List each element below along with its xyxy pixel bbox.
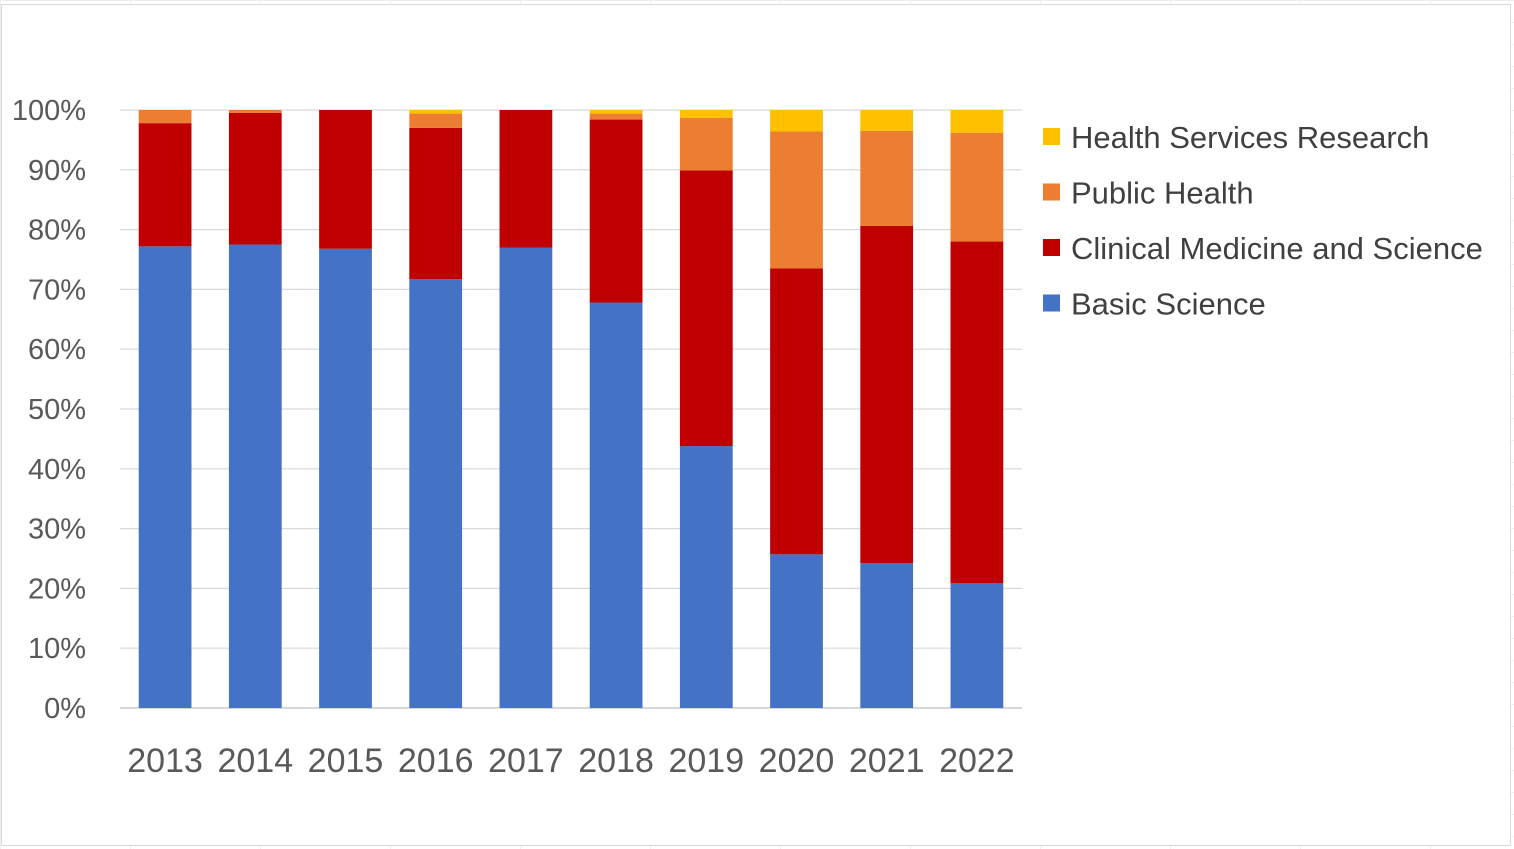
bar-segment-clinical-medicine-and-science-2013[interactable] [138,123,192,247]
x-tick-label: 2019 [668,742,744,780]
bar-segment-health-services-research-2020[interactable] [770,110,823,132]
bar-segment-clinical-medicine-and-science-2017[interactable] [499,110,553,248]
bar-segment-health-services-research-2018[interactable] [589,110,643,114]
bar-segment-clinical-medicine-and-science-2015[interactable] [319,110,372,249]
bar-segment-public-health-2014[interactable] [228,110,282,113]
bar-segment-clinical-medicine-and-science-2022[interactable] [950,241,1004,584]
y-tick-label: 90% [28,155,86,187]
bar-segment-clinical-medicine-and-science-2018[interactable] [589,119,643,303]
bar-segment-clinical-medicine-and-science-2021[interactable] [860,226,914,564]
bar-segment-public-health-2019[interactable] [679,117,733,171]
y-tick-label: 100% [12,95,86,127]
y-tick-label: 50% [28,394,86,426]
bar-segment-public-health-2018[interactable] [589,113,643,120]
bar-segment-basic-science-2021[interactable] [860,563,914,708]
legend-swatch [1043,239,1060,256]
bar-segment-clinical-medicine-and-science-2020[interactable] [770,268,823,555]
x-tick-label: 2017 [488,742,564,780]
bar-segment-public-health-2021[interactable] [860,130,914,227]
bars [138,110,1004,709]
legend-swatch [1043,128,1060,145]
bar-segment-public-health-2022[interactable] [950,132,1004,242]
bar-segment-health-services-research-2021[interactable] [860,110,914,131]
y-tick-label: 80% [28,215,86,247]
x-tick-label: 2013 [127,742,203,780]
bar-segment-clinical-medicine-and-science-2019[interactable] [679,170,733,447]
legend-label: Basic Science [1071,287,1266,322]
legend-swatch [1043,183,1060,201]
y-tick-label: 0% [44,693,86,725]
bar-segment-basic-science-2016[interactable] [409,279,463,708]
x-tick-label: 2018 [578,742,654,780]
legend-label: Clinical Medicine and Science [1071,231,1483,266]
y-tick-label: 60% [28,334,86,366]
y-axis: 0% 10% 20% 30% 40% 50% 60% 70% 80% 90% 100% [12,95,86,725]
bar-segment-basic-science-2013[interactable] [138,246,192,708]
x-tick-label: 2016 [398,742,474,780]
bar-segment-basic-science-2022[interactable] [950,583,1004,708]
legend[interactable]: Health Services Research Public Health Cli… [1043,120,1483,322]
bar-segment-public-health-2016[interactable] [409,113,463,128]
y-tick-label: 30% [28,514,86,546]
bar-segment-basic-science-2015[interactable] [319,248,372,708]
y-tick-label: 10% [28,633,86,665]
x-tick-label: 2020 [759,742,835,780]
bar-segment-health-services-research-2019[interactable] [679,110,733,118]
x-tick-label: 2021 [849,742,925,780]
bar-segment-health-services-research-2016[interactable] [409,110,463,114]
y-tick-label: 40% [28,454,86,486]
bar-segment-basic-science-2019[interactable] [679,446,733,708]
legend-swatch [1043,294,1060,312]
legend-label: Public Health [1071,176,1254,211]
x-tick-label: 2014 [217,742,293,780]
bar-segment-basic-science-2014[interactable] [228,244,282,709]
bar-segment-basic-science-2017[interactable] [499,247,553,709]
x-tick-label: 2015 [308,742,384,780]
bar-segment-health-services-research-2022[interactable] [950,110,1004,133]
bar-segment-basic-science-2018[interactable] [589,302,643,708]
bar-segment-basic-science-2020[interactable] [770,554,823,708]
bar-segment-public-health-2013[interactable] [138,110,192,124]
y-tick-label: 20% [28,573,86,605]
x-tick-label: 2022 [939,742,1015,780]
y-tick-label: 70% [28,274,86,306]
legend-label: Health Services Research [1071,120,1429,155]
bar-segment-clinical-medicine-and-science-2016[interactable] [409,127,463,280]
bar-segment-public-health-2020[interactable] [770,131,823,269]
x-axis: 2013 2014 2015 2016 2017 2018 2019 2020 2021 2022 [127,742,1014,780]
bar-segment-clinical-medicine-and-science-2014[interactable] [228,112,282,245]
